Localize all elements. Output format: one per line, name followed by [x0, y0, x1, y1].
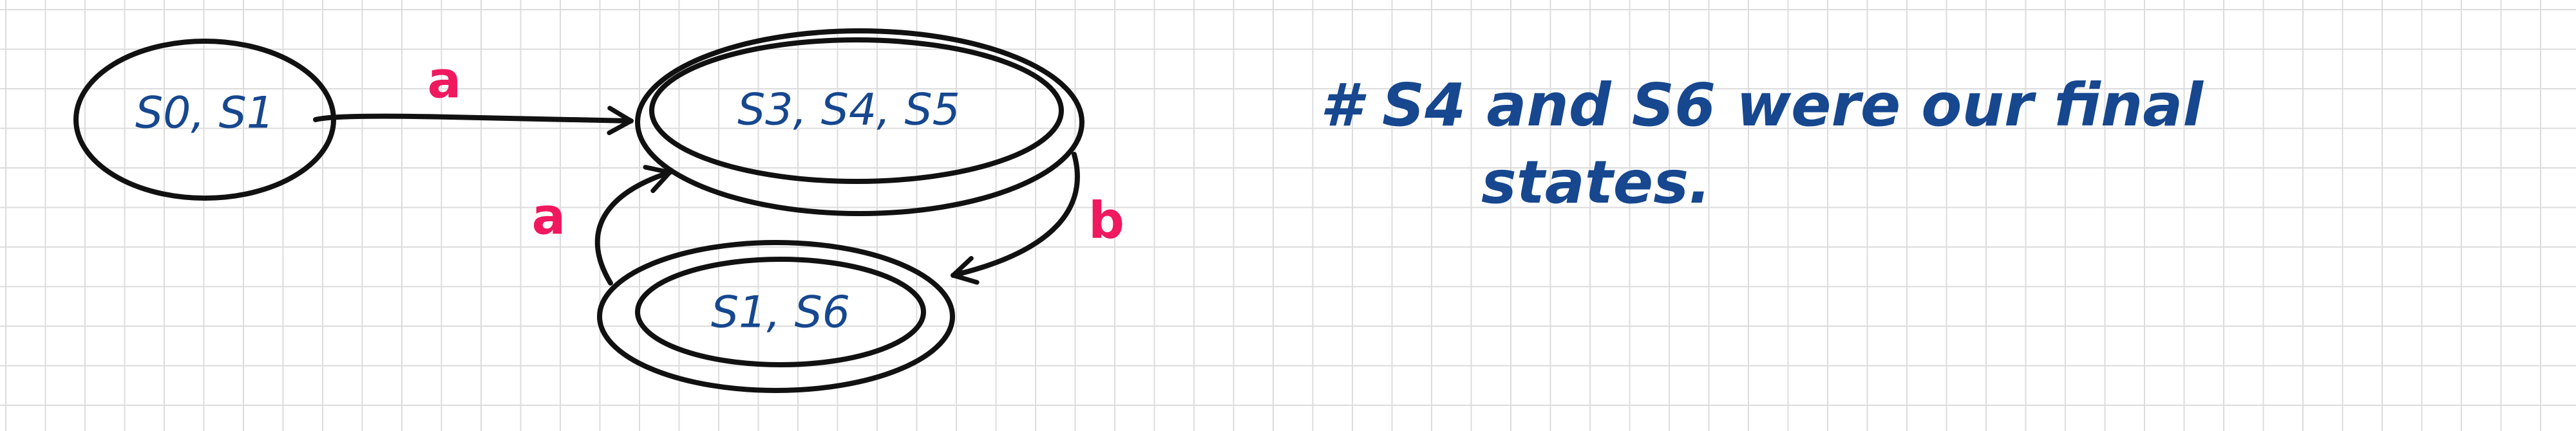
edge-s1-s6-to-s3-s4-s5-label: a — [532, 188, 566, 246]
state-s3-s4-s5-inner-circle — [649, 37, 1064, 184]
edge-s3-s4-s5-to-s1-s6-arrow — [951, 152, 1080, 285]
edge-s3-s4-s5-to-s1-s6: b — [951, 152, 1124, 285]
edge-s1-s6-to-s3-s4-s5: a — [532, 165, 672, 286]
edge-s3-s4-s5-to-s1-s6-label: b — [1088, 192, 1124, 250]
state-s1-s6-label: S1, S6 — [711, 288, 850, 338]
edge-s0-s1-to-s3-s4-s5-label: a — [428, 51, 462, 109]
note-line-2: states. — [1481, 148, 1711, 217]
edge-s1-s6-to-s3-s4-s5-arrow — [594, 165, 672, 286]
state-s1-s6-inner-circle — [635, 257, 926, 367]
state-s1-s6: S1, S6 — [597, 240, 955, 393]
state-s3-s4-s5-label: S3, S4, S5 — [737, 85, 960, 136]
state-s0-s1: S0, S1 — [73, 39, 336, 201]
state-s0-s1-label: S0, S1 — [135, 88, 274, 139]
state-s3-s4-s5-outer-circle — [635, 28, 1084, 216]
state-s1-s6-outer-circle — [597, 240, 955, 393]
final-states-note: # S4 and S6 were our final states. — [1320, 71, 2204, 217]
edge-s0-s1-to-s3-s4-s5: a — [313, 51, 634, 136]
note-line-1: # S4 and S6 were our final — [1320, 71, 2204, 140]
state-s3-s4-s5: S3, S4, S5 — [635, 28, 1084, 216]
edge-s0-s1-to-s3-s4-s5-arrow — [313, 105, 634, 136]
